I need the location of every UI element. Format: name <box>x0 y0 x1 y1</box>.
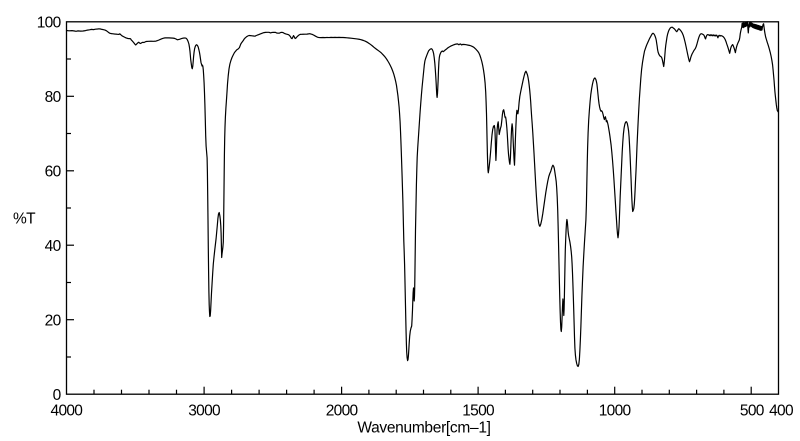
svg-text:0: 0 <box>53 387 62 404</box>
svg-text:80: 80 <box>45 89 62 106</box>
svg-text:2000: 2000 <box>326 403 359 420</box>
svg-text:4000: 4000 <box>51 403 84 420</box>
svg-text:1000: 1000 <box>599 403 632 420</box>
svg-text:Wavenumber[cm–1]: Wavenumber[cm–1] <box>357 420 490 437</box>
svg-text:1500: 1500 <box>462 403 495 420</box>
svg-text:%T: %T <box>13 211 36 228</box>
svg-text:20: 20 <box>45 313 62 330</box>
svg-text:100: 100 <box>37 15 62 32</box>
svg-text:3000: 3000 <box>188 403 221 420</box>
svg-text:400: 400 <box>769 403 794 420</box>
svg-text:40: 40 <box>45 238 62 255</box>
svg-text:60: 60 <box>45 164 62 181</box>
svg-text:500: 500 <box>740 403 765 420</box>
